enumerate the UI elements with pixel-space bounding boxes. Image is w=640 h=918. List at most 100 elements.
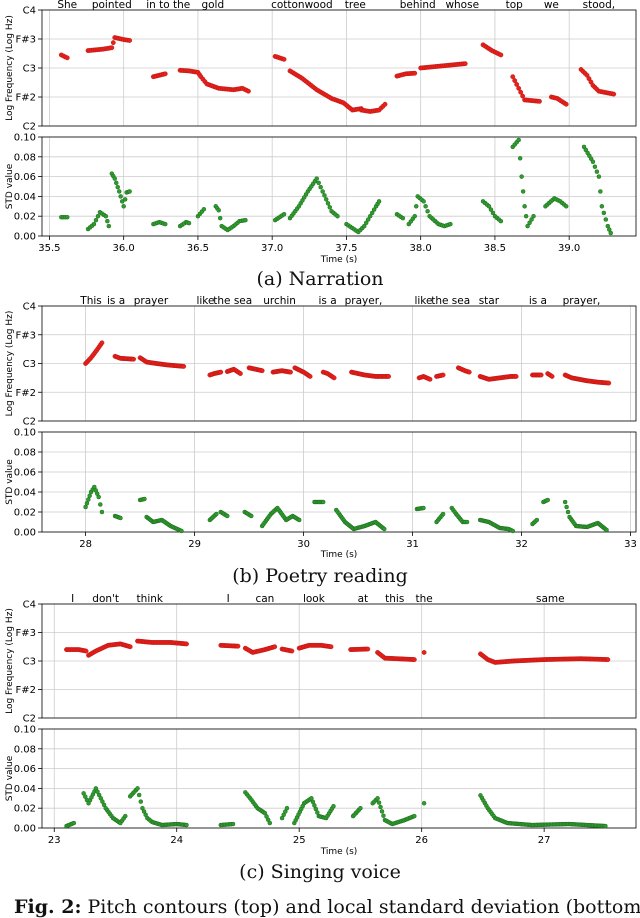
word-label: we: [544, 0, 559, 11]
pitch-point: [386, 374, 391, 379]
std-segment: [581, 144, 614, 236]
std-point: [105, 218, 110, 224]
pitch-segment: [421, 650, 427, 655]
pitch-segment: [242, 644, 278, 655]
y-tick-label: C2: [23, 714, 36, 725]
pitch-point: [162, 71, 168, 77]
xlabel: Time (s): [320, 847, 358, 857]
xlabel: Time (s): [320, 550, 358, 560]
x-tick-label: 26: [415, 835, 428, 846]
word-label: I: [71, 593, 74, 605]
std-ylabel: STD value: [5, 459, 15, 505]
std-point: [314, 176, 319, 181]
pitch-point: [411, 657, 417, 662]
x-tick-label: 27: [538, 835, 551, 846]
pitch-point: [421, 650, 427, 655]
x-tick-label: 39.0: [558, 243, 580, 254]
std-segment: [370, 796, 417, 827]
pitch-ylabel: Log Frequency (Log Hz): [5, 311, 15, 417]
std-point: [522, 204, 527, 209]
word-label: prayer: [134, 295, 169, 307]
std-point: [412, 213, 417, 219]
std-point: [592, 164, 598, 169]
std-point: [498, 218, 504, 224]
std-point: [116, 189, 122, 194]
std-point: [603, 823, 608, 829]
pitch-point: [131, 356, 136, 362]
word-label: same: [536, 593, 565, 605]
std-segment: [109, 171, 132, 209]
figure-caption-label: Fig. 2:: [14, 896, 82, 918]
pitch-ylabel: Log Frequency (Log Hz): [5, 15, 15, 121]
pitch-point: [109, 45, 115, 51]
y-tick-label: F#2: [16, 388, 37, 399]
std-point: [363, 220, 369, 226]
std-point: [281, 211, 287, 217]
x-tick-label: 36.0: [113, 243, 135, 254]
pitch-point: [328, 644, 334, 650]
std-point: [83, 504, 88, 510]
std-point: [381, 526, 387, 532]
x-tick-label: 25: [293, 835, 306, 846]
std-point: [84, 501, 90, 506]
std-point: [375, 796, 380, 801]
std-point: [135, 786, 140, 791]
x-tick-label: 38.5: [484, 243, 506, 254]
std-point: [369, 210, 375, 216]
word-label: like: [414, 295, 432, 307]
pitch-segment: [349, 369, 391, 379]
std-segment: [562, 499, 609, 533]
std-point: [217, 215, 223, 221]
std-segment: [530, 517, 540, 527]
y-tick-label: 0.00: [14, 528, 36, 539]
pitch-point: [514, 82, 520, 87]
std-point: [378, 804, 383, 810]
std-point: [115, 184, 120, 190]
std-point: [138, 799, 144, 804]
x-tick-label: 24: [170, 835, 183, 846]
std-point: [604, 527, 609, 533]
std-segment: [334, 507, 387, 532]
std-point: [322, 193, 327, 198]
word-label: behind: [400, 0, 436, 11]
std-point: [325, 201, 331, 206]
std-segment: [218, 821, 236, 828]
std-segment: [421, 801, 427, 806]
pitch-point: [288, 369, 293, 375]
std-point: [331, 803, 336, 809]
chart-singing: C2 F#2 C3 F#3 C4 Log Frequency (Log Hz) I don't…: [5, 593, 637, 857]
pitch-segment: [177, 67, 251, 94]
pitch-point: [237, 371, 243, 376]
x-tick-label: 35.5: [38, 243, 60, 254]
pitch-point: [518, 89, 524, 95]
std-point: [488, 207, 494, 212]
word-label: prayer,: [563, 295, 601, 307]
pitch-point: [259, 368, 265, 374]
std-point: [284, 805, 290, 811]
std-point: [608, 230, 614, 236]
pitch-segment: [287, 68, 364, 113]
std-point: [519, 174, 524, 179]
pitch-segment: [375, 650, 417, 662]
pitch-segment: [86, 641, 133, 658]
pitch-point: [512, 78, 518, 83]
std-point: [448, 221, 453, 227]
std-point: [464, 519, 470, 525]
std-point: [599, 204, 605, 209]
pitch-segment: [292, 365, 313, 379]
pitch-point: [605, 657, 611, 662]
y-tick-label: C2: [23, 122, 36, 133]
std-ylabel: STD value: [5, 163, 15, 209]
std-point: [516, 137, 521, 143]
y-tick-label: C4: [23, 302, 36, 313]
y-tick-label: 0.04: [14, 488, 36, 499]
pitch-point: [181, 363, 187, 369]
std-point: [98, 502, 103, 507]
pitch-point: [281, 56, 287, 62]
std-point: [318, 184, 323, 190]
y-tick-label: 0.08: [14, 744, 36, 755]
pitch-point: [427, 376, 433, 382]
pitch-segment: [455, 365, 472, 375]
std-point: [523, 213, 529, 219]
